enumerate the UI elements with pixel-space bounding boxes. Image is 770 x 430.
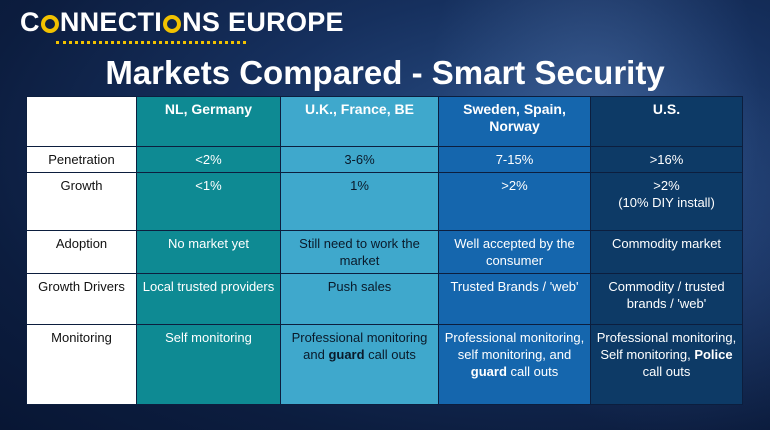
cell-bold-text: Police [694, 347, 733, 362]
table-cell: Well accepted by the consumer [438, 230, 591, 274]
header-sweden-spain-norway: Sweden, Spain, Norway [438, 96, 591, 147]
cell-text: Professional monitoring and [291, 330, 428, 362]
brand-text-end: NS EUROPE [182, 7, 344, 37]
table-row: Monitoring Self monitoring Professional … [26, 324, 743, 405]
brand-logo: C NNECTI NS EUROPE [20, 7, 344, 38]
table-row: Growth <1% 1% >2% >2% (10% DIY install) [26, 172, 743, 231]
row-label-growth: Growth [26, 172, 137, 231]
table-row: Penetration <2% 3-6% 7-15% >16% [26, 146, 743, 173]
cell-bold-text: guard [470, 364, 507, 379]
header-uk-france-be: U.K., France, BE [280, 96, 439, 147]
header-nl-germany: NL, Germany [136, 96, 281, 147]
table-cell: >16% [590, 146, 743, 173]
table-cell: 1% [280, 172, 439, 231]
brand-o-ring-icon [40, 15, 59, 33]
table-cell: Professional monitoring and guard call o… [280, 324, 439, 405]
brand-text-start: C [20, 7, 40, 37]
table-cell: Professional monitoring, self monitoring… [438, 324, 591, 405]
table-row: Adoption No market yet Still need to wor… [26, 230, 743, 274]
table-cell: Push sales [280, 273, 439, 325]
table-cell: Local trusted providers [136, 273, 281, 325]
comparison-table: NL, Germany U.K., France, BE Sweden, Spa… [26, 96, 743, 405]
table-cell: >2% [438, 172, 591, 231]
table-row: Growth Drivers Local trusted providers P… [26, 273, 743, 325]
table-cell: Commodity / trusted brands / 'web' [590, 273, 743, 325]
row-label-monitoring: Monitoring [26, 324, 137, 405]
table-header-row: NL, Germany U.K., France, BE Sweden, Spa… [26, 96, 743, 147]
table-cell: Self monitoring [136, 324, 281, 405]
cell-bold-text: guard [328, 347, 365, 362]
cell-text: Professional monitoring, self monitoring… [444, 330, 585, 362]
row-label-adoption: Adoption [26, 230, 137, 274]
table-cell: 3-6% [280, 146, 439, 173]
row-label-penetration: Penetration [26, 146, 137, 173]
cell-text: Professional monitoring, Self monitoring… [596, 330, 737, 362]
table-cell: <2% [136, 146, 281, 173]
table-cell: >2% (10% DIY install) [590, 172, 743, 231]
table-cell: Still need to work the market [280, 230, 439, 274]
growth-us-value: >2% [653, 178, 680, 193]
header-us: U.S. [590, 96, 743, 147]
brand-underline [56, 41, 246, 47]
table-cell: Trusted Brands / 'web' [438, 273, 591, 325]
table-cell: Commodity market [590, 230, 743, 274]
slide-title: Markets Compared - Smart Security [105, 54, 665, 91]
brand-text-middle: NNECTI [59, 7, 163, 37]
table-cell: <1% [136, 172, 281, 231]
growth-us-note: (10% DIY install) [618, 195, 715, 210]
table-cell: 7-15% [438, 146, 591, 173]
table-cell: No market yet [136, 230, 281, 274]
row-label-growth-drivers: Growth Drivers [26, 273, 137, 325]
cell-text: call outs [642, 364, 691, 379]
cell-text: call outs [364, 347, 416, 362]
cell-text: call outs [506, 364, 559, 379]
brand-o-ring-icon [163, 15, 182, 33]
header-blank [26, 96, 137, 147]
table-cell: Professional monitoring, Self monitoring… [590, 324, 743, 405]
